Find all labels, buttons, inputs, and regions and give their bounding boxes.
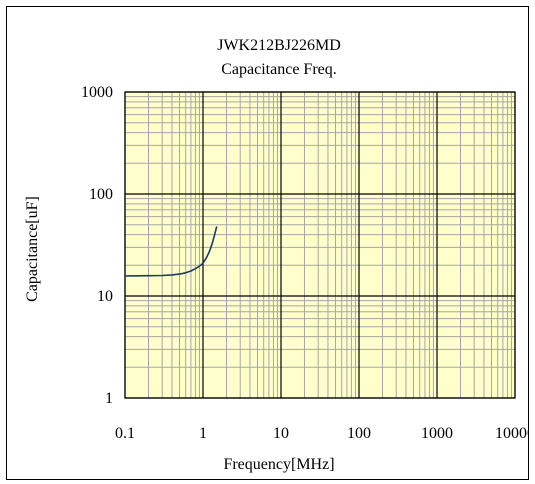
plot-area — [125, 92, 515, 398]
x-tick-label: 10000 — [495, 425, 528, 442]
x-tick-label: 1000 — [421, 425, 453, 442]
capacitance-series-line — [124, 226, 218, 277]
chart-title: JWK212BJ226MD — [217, 37, 341, 54]
capacitance-frequency-chart: JWK212BJ226MD Capacitance Freq. 0.1 1 10 10… — [24, 37, 528, 473]
chart-frame: JWK212BJ226MD Capacitance Freq. 0.1 1 10 10… — [6, 6, 529, 480]
y-tick-label: 1 — [105, 390, 113, 407]
x-axis-label: Frequency[MHz] — [223, 456, 334, 473]
plot-border — [124, 91, 516, 399]
y-tick-label: 100 — [89, 186, 113, 203]
x-tick-label: 10 — [273, 425, 289, 442]
y-tick-label: 1000 — [81, 84, 113, 101]
y-tick-label: 10 — [97, 288, 113, 305]
x-tick-label: 100 — [347, 425, 371, 442]
x-tick-label: 1 — [199, 425, 207, 442]
chart-subtitle: Capacitance Freq. — [221, 61, 337, 78]
y-axis-label: Capacitance[uF] — [24, 196, 41, 302]
x-tick-label: 0.1 — [115, 425, 135, 442]
